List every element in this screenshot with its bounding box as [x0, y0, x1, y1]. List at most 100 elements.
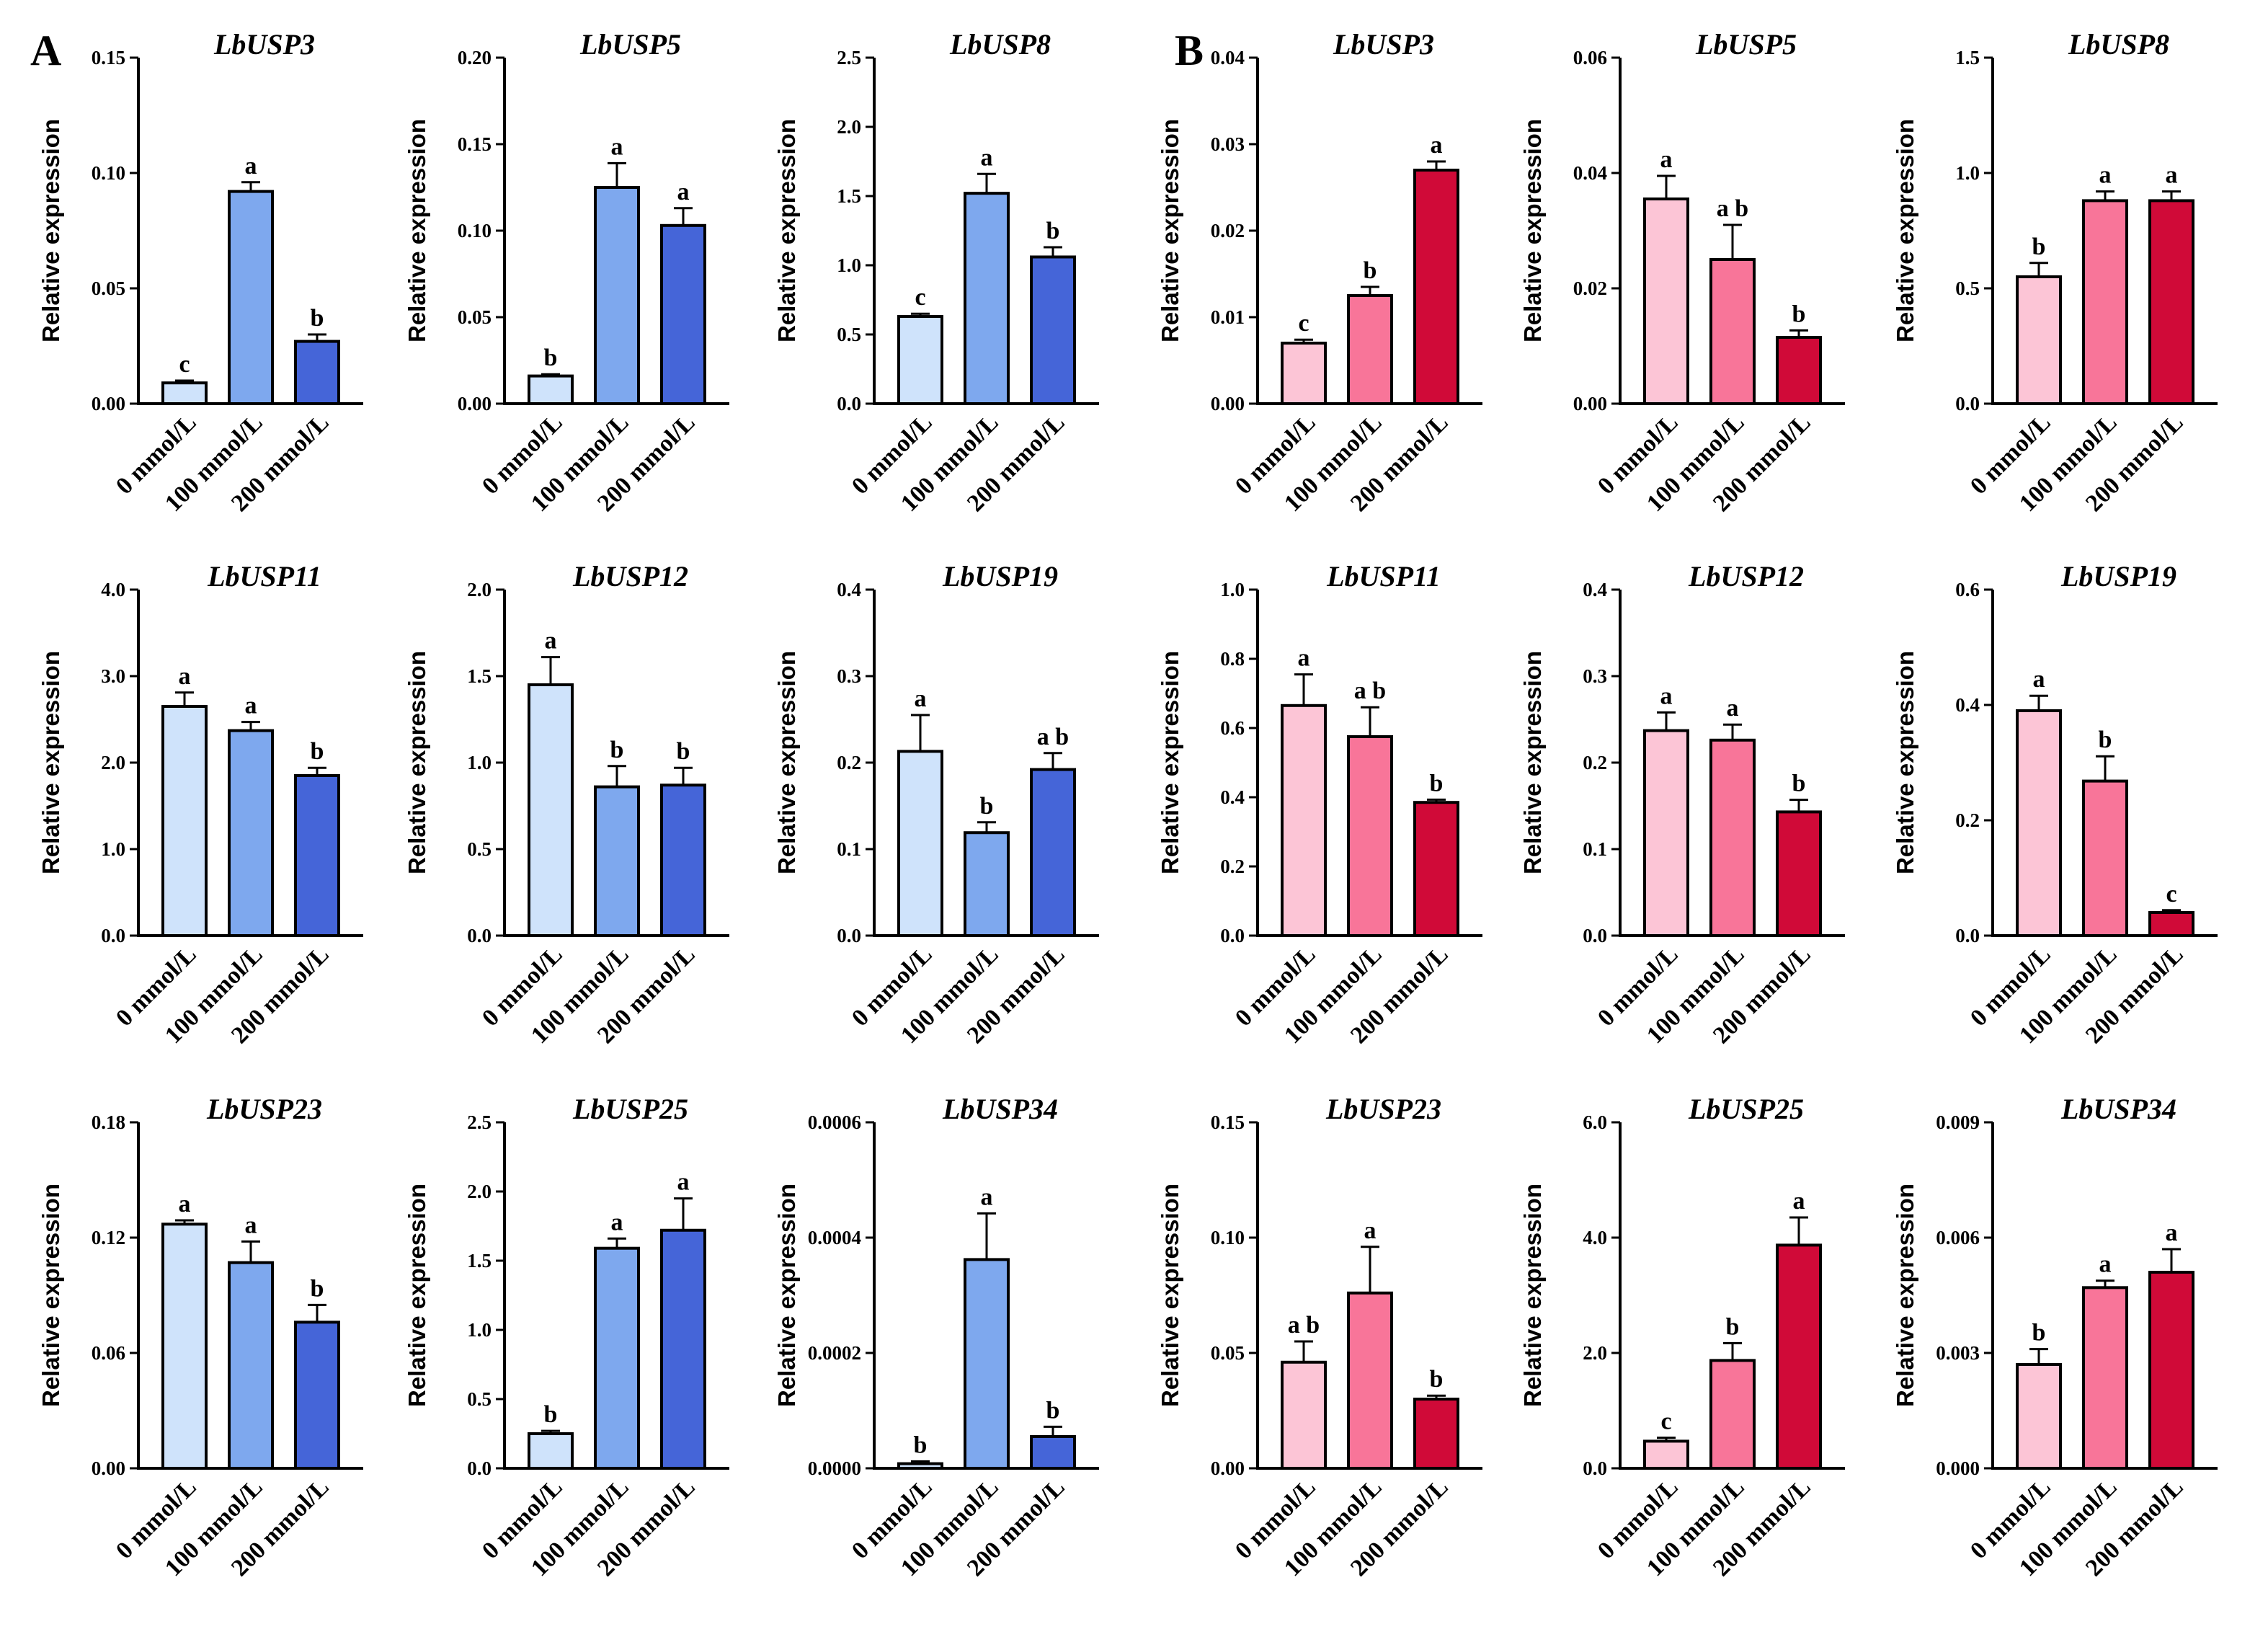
y-tick-label: 2.0: [467, 579, 492, 600]
bar: [1709, 738, 1756, 938]
bar: [1347, 735, 1393, 937]
y-tick-label: 0.0004: [808, 1227, 861, 1248]
chart-a-lbusp12: LbUSP12 Relative expression 0.0 0.5 1.0 1.5 2.…: [404, 560, 729, 1049]
significance-letter: b: [610, 737, 624, 763]
y-tick-label: 0.02: [1573, 278, 1607, 299]
significance-letter: a: [611, 1209, 623, 1235]
bar: [294, 1321, 340, 1470]
bar: [1347, 1291, 1393, 1470]
significance-letter: b: [1046, 218, 1060, 244]
y-tick-label: 0.6: [1220, 717, 1245, 739]
significance-letter: a b: [1717, 195, 1748, 222]
y-tick-label: 6.0: [1583, 1111, 1607, 1133]
y-axis-label: Relative expression: [404, 119, 430, 342]
significance-letter: b: [311, 1275, 324, 1302]
y-axis-label: Relative expression: [1157, 119, 1183, 342]
bar: [2016, 709, 2062, 937]
chart-a-lbusp11: LbUSP11 Relative expression 0.0 1.0 2.0 3.0 4.…: [37, 560, 363, 1049]
bar: [1643, 729, 1689, 937]
y-tick-label: 0.5: [1955, 278, 1980, 299]
significance-letter: a: [1660, 146, 1673, 173]
significance-letter: b: [2032, 1320, 2046, 1346]
y-tick-label: 0.10: [1211, 1227, 1245, 1248]
significance-letter: a: [245, 693, 257, 719]
y-axis-label: Relative expression: [773, 651, 800, 874]
y-tick-label: 0.00: [1573, 393, 1607, 414]
bar: [2082, 779, 2128, 937]
bar: [2082, 199, 2128, 405]
significance-letter: b: [2099, 727, 2112, 753]
bar: [594, 1246, 640, 1470]
y-tick-label: 0.5: [467, 838, 492, 860]
chart-title: LbUSP11: [207, 560, 321, 593]
chart-a-lbusp5: LbUSP5 Relative expression 0.00 0.05 0.10 0.1…: [404, 28, 729, 517]
bar: [2016, 1363, 2062, 1470]
significance-letter: a: [1727, 695, 1739, 722]
bar: [1413, 801, 1459, 937]
bar: [228, 1261, 274, 1470]
y-tick-label: 0.00: [1211, 393, 1245, 414]
y-tick-label: 0.00: [92, 1457, 125, 1479]
y-tick-label: 0.2: [1220, 856, 1245, 877]
y-tick-label: 0.5: [837, 324, 861, 345]
panel-label-a: A: [30, 27, 61, 74]
bar: [2016, 275, 2062, 405]
y-tick-label: 0.003: [1936, 1342, 1980, 1364]
bar: [1643, 1439, 1689, 1470]
significance-letter: b: [1430, 1366, 1444, 1393]
chart-b-lbusp23: LbUSP23 Relative expression 0.00 0.05 0.10 0.…: [1157, 1093, 1482, 1581]
chart-a-lbusp8: LbUSP8 Relative expression 0.0 0.5 1.0 1.5 2.0…: [773, 28, 1099, 517]
y-tick-label: 0.8: [1220, 648, 1245, 670]
chart-title: LbUSP23: [1325, 1093, 1441, 1125]
bar: [897, 750, 943, 938]
y-tick-label: 0.00: [458, 393, 492, 414]
y-tick-label: 0.0: [1220, 925, 1245, 946]
bar: [1413, 169, 1459, 405]
y-tick-label: 0.3: [837, 665, 861, 687]
y-tick-label: 0.05: [92, 278, 125, 299]
y-tick-label: 0.0: [467, 1457, 492, 1479]
chart-b-lbusp5: LbUSP5 Relative expression 0.00 0.02 0.04 0.0…: [1519, 28, 1845, 517]
chart-b-lbusp34: LbUSP34 Relative expression 0.000 0.003 0.00…: [1892, 1093, 2218, 1581]
y-axis-label: Relative expression: [1157, 651, 1183, 874]
chart-title: LbUSP25: [572, 1093, 688, 1125]
bar: [2082, 1286, 2128, 1470]
chart-title: LbUSP3: [1333, 28, 1434, 61]
bar: [1030, 255, 1076, 406]
bar: [1281, 1360, 1327, 1470]
y-tick-label: 0.03: [1211, 133, 1245, 155]
significance-letter: a: [1793, 1188, 1805, 1215]
chart-title: LbUSP34: [2060, 1093, 2176, 1125]
y-axis-label: Relative expression: [37, 651, 64, 874]
significance-letter: a: [2033, 666, 2045, 693]
y-axis-label: Relative expression: [37, 1184, 64, 1407]
bar: [2148, 1271, 2194, 1470]
y-tick-label: 0.15: [92, 47, 125, 68]
y-tick-label: 0.12: [92, 1227, 125, 1248]
bar: [964, 192, 1010, 405]
y-tick-label: 0.04: [1211, 47, 1245, 68]
bar: [897, 1462, 943, 1470]
significance-letter: b: [1726, 1313, 1740, 1340]
bar: [964, 831, 1010, 937]
y-tick-label: 3.0: [101, 665, 125, 687]
bar: [528, 1432, 574, 1470]
significance-letter: a: [677, 179, 690, 205]
y-tick-label: 0.0: [1583, 925, 1607, 946]
y-tick-label: 0.3: [1583, 665, 1607, 687]
chart-title: LbUSP25: [1688, 1093, 1804, 1125]
significance-letter: a: [981, 144, 993, 171]
significance-letter: c: [2166, 881, 2176, 907]
significance-letter: a: [245, 153, 257, 179]
significance-letter: a: [2166, 162, 2178, 189]
bar: [2148, 199, 2194, 405]
chart-title: LbUSP19: [2060, 560, 2176, 593]
y-tick-label: 1.0: [1955, 162, 1980, 184]
y-tick-label: 0.2: [1583, 752, 1607, 773]
significance-letter: a b: [1288, 1312, 1320, 1339]
y-axis-label: Relative expression: [37, 119, 64, 342]
bar: [294, 774, 340, 937]
y-tick-label: 2.5: [837, 47, 861, 68]
